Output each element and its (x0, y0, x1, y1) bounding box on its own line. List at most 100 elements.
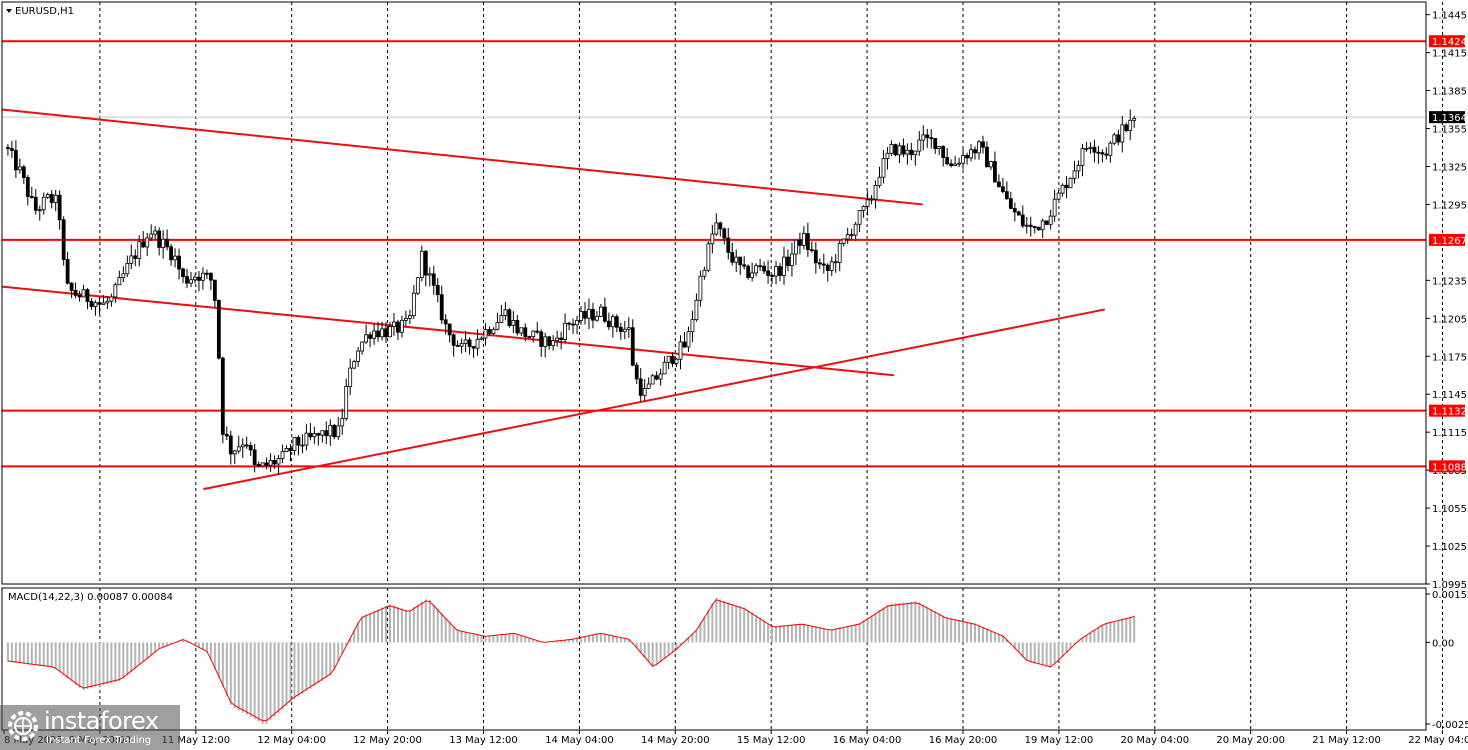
candle-body (471, 346, 476, 349)
candle-body (300, 444, 305, 447)
candle-body (435, 284, 440, 296)
candle-body (794, 239, 798, 255)
y-tick-label: 1.1175 (1432, 352, 1467, 363)
candle-body (722, 228, 727, 239)
candle-body (519, 327, 524, 334)
level-tag (1429, 35, 1465, 48)
candle-body (404, 318, 408, 321)
candle-body (543, 336, 548, 347)
candle-body (419, 250, 424, 279)
candle-body (443, 319, 448, 325)
candle-body (885, 152, 890, 159)
candle-body (961, 155, 965, 164)
candle-body (427, 273, 432, 276)
candle-body (61, 219, 66, 260)
candle-body (953, 163, 958, 167)
candle-body (750, 272, 755, 278)
candle-body (340, 418, 345, 427)
candle-body (133, 255, 138, 259)
candle-body (145, 237, 150, 248)
candle-body (845, 234, 850, 240)
candle-body (515, 320, 520, 334)
candle-body (431, 273, 436, 286)
candle-body (491, 328, 496, 334)
candle-body (169, 246, 173, 261)
candle-body (101, 302, 106, 305)
candle-body (1084, 147, 1089, 150)
candle-body (626, 327, 631, 330)
candle-body (53, 194, 58, 203)
candle-body (228, 435, 233, 455)
candle-body (252, 449, 257, 465)
candle-body (694, 299, 699, 321)
candle-body (1028, 224, 1033, 227)
candle-body (618, 326, 623, 333)
candle-body (941, 146, 946, 158)
candle-body (1024, 224, 1029, 227)
candle-body (352, 361, 357, 369)
candle-body (881, 158, 886, 178)
candle-body (411, 292, 416, 317)
candle-body (997, 181, 1001, 188)
candle-body (475, 338, 480, 349)
candle-body (734, 256, 739, 263)
candle-body (57, 194, 62, 221)
candle-body (1120, 124, 1125, 143)
candle-body (993, 161, 997, 183)
candle-body (113, 284, 118, 298)
x-tick-label: 20 May 04:00 (1121, 735, 1190, 746)
candle-body (1104, 153, 1109, 156)
candle-body (1124, 124, 1129, 132)
candle-body (969, 149, 973, 159)
candle-body (1016, 211, 1021, 216)
candle-body (559, 337, 564, 340)
candle-body (201, 272, 205, 281)
candle-body (236, 446, 241, 452)
candle-body (260, 462, 265, 467)
candle-body (714, 222, 719, 235)
candle-body (268, 460, 273, 466)
candle-body (790, 253, 794, 267)
candle-body (1108, 142, 1113, 156)
candle-body (905, 149, 910, 155)
candle-body (698, 275, 703, 301)
candle-body (1056, 192, 1061, 200)
x-tick-label: 13 May 12:00 (449, 735, 518, 746)
y-tick-label: 1.1115 (1432, 428, 1467, 439)
candle-body (415, 277, 420, 294)
candle-body (985, 146, 989, 168)
candle-body (726, 237, 731, 253)
candle-body (17, 166, 22, 171)
candle-body (320, 430, 325, 436)
y-tick-label: 1.1235 (1432, 276, 1467, 287)
candle-body (798, 239, 802, 246)
candle-body (328, 424, 333, 437)
candle-body (762, 265, 766, 272)
candle-body (809, 249, 814, 252)
candle-body (1116, 134, 1121, 143)
candle-body (547, 336, 552, 346)
current-price-label: 1.1364 (1432, 113, 1467, 124)
candle-body (921, 134, 926, 141)
x-tick-label: 12 May 20:00 (353, 735, 422, 746)
candle-body (248, 445, 253, 451)
candle-body (376, 330, 380, 338)
candle-body (1128, 119, 1133, 132)
candle-body (989, 161, 993, 168)
candle-body (1036, 226, 1041, 231)
candle-body (642, 388, 647, 396)
y-tick-label: 1.1055 (1432, 504, 1467, 515)
candle-body (535, 330, 540, 333)
x-tick-label: 16 May 04:00 (833, 735, 902, 746)
candle-body (193, 276, 197, 281)
dropdown-triangle-icon[interactable] (6, 9, 12, 13)
candle-body (1040, 220, 1045, 231)
candle-body (897, 145, 902, 156)
candle-body (89, 301, 94, 307)
candle-body (662, 361, 667, 375)
candle-body (6, 147, 10, 149)
candle-body (1068, 177, 1073, 189)
candle-body (539, 331, 544, 347)
